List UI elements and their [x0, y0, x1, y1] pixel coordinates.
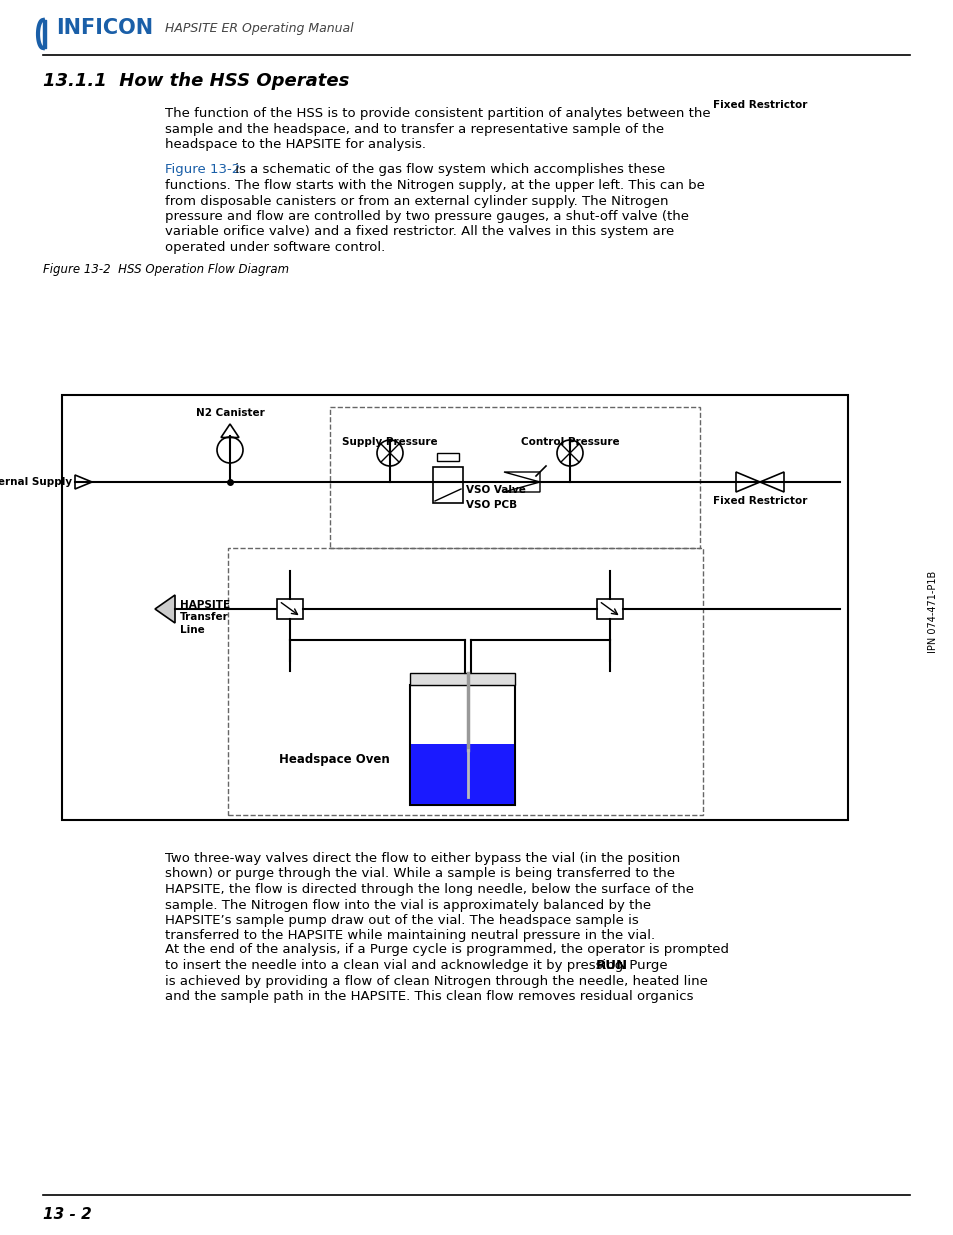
Bar [228, 548, 702, 815]
Text: RUN: RUN [596, 960, 627, 972]
Text: functions. The flow starts with the Nitrogen supply, at the upper left. This can: functions. The flow starts with the Nitr… [165, 179, 704, 191]
Text: from disposable canisters or from an external cylinder supply. The Nitrogen: from disposable canisters or from an ext… [165, 194, 668, 207]
Text: Supply Pressure: Supply Pressure [342, 437, 437, 447]
Text: variable orifice valve) and a fixed restrictor. All the valves in this system ar: variable orifice valve) and a fixed rest… [165, 226, 674, 238]
Text: HAPSITE
Transfer
Line: HAPSITE Transfer Line [180, 600, 230, 635]
Text: At the end of the analysis, if a Purge cycle is programmed, the operator is prom: At the end of the analysis, if a Purge c… [165, 944, 728, 956]
Text: headspace to the HAPSITE for analysis.: headspace to the HAPSITE for analysis. [165, 138, 426, 151]
Text: 13.1.1  How the HSS Operates: 13.1.1 How the HSS Operates [43, 72, 349, 90]
Polygon shape [154, 595, 174, 622]
Bar [433, 467, 462, 503]
Text: IPN 074-471-P1B: IPN 074-471-P1B [927, 571, 937, 653]
Text: Headspace Oven: Headspace Oven [279, 753, 390, 767]
Text: INFICON: INFICON [56, 19, 153, 38]
Text: HAPSITE ER Operating Manual: HAPSITE ER Operating Manual [165, 22, 354, 35]
Bar [62, 395, 847, 820]
Bar [410, 685, 515, 805]
Text: pressure and flow are controlled by two pressure gauges, a shut-off valve (the: pressure and flow are controlled by two … [165, 210, 688, 224]
Text: sample and the headspace, and to transfer a representative sample of the: sample and the headspace, and to transfe… [165, 122, 663, 136]
Text: Figure 13-2  HSS Operation Flow Diagram: Figure 13-2 HSS Operation Flow Diagram [43, 263, 289, 275]
Text: Fixed Restrictor: Fixed Restrictor [712, 496, 806, 506]
Text: N2 Canister: N2 Canister [195, 408, 264, 417]
Text: Two three-way valves direct the flow to either bypass the vial (in the position: Two three-way valves direct the flow to … [165, 852, 679, 864]
Text: VSO PCB: VSO PCB [465, 500, 517, 510]
Text: VSO Valve: VSO Valve [465, 485, 525, 495]
Bar [597, 599, 622, 619]
Text: HAPSITE’s sample pump draw out of the vial. The headspace sample is: HAPSITE’s sample pump draw out of the vi… [165, 914, 639, 927]
Text: Fixed Restrictor: Fixed Restrictor [712, 100, 806, 110]
Text: and the sample path in the HAPSITE. This clean flow removes residual organics: and the sample path in the HAPSITE. This… [165, 990, 693, 1003]
Text: Control Pressure: Control Pressure [520, 437, 618, 447]
Text: External Supply: External Supply [0, 477, 71, 487]
Text: HAPSITE, the flow is directed through the long needle, below the surface of the: HAPSITE, the flow is directed through th… [165, 883, 693, 897]
Text: is achieved by providing a flow of clean Nitrogen through the needle, heated lin: is achieved by providing a flow of clean… [165, 974, 707, 988]
Text: Figure 13-2: Figure 13-2 [165, 163, 240, 177]
Bar [276, 599, 303, 619]
Text: sample. The Nitrogen flow into the vial is approximately balanced by the: sample. The Nitrogen flow into the vial … [165, 899, 651, 911]
Text: The function of the HSS is to provide consistent partition of analytes between t: The function of the HSS is to provide co… [165, 107, 710, 120]
Bar [410, 673, 515, 685]
Bar [436, 453, 458, 461]
Text: is a schematic of the gas flow system which accomplishes these: is a schematic of the gas flow system wh… [231, 163, 664, 177]
Text: to insert the needle into a clean vial and acknowledge it by pressing: to insert the needle into a clean vial a… [165, 960, 627, 972]
Bar [411, 743, 514, 804]
Bar [330, 408, 700, 548]
Text: shown) or purge through the vial. While a sample is being transferred to the: shown) or purge through the vial. While … [165, 867, 675, 881]
Text: . Purge: . Purge [620, 960, 667, 972]
Text: 13 - 2: 13 - 2 [43, 1207, 91, 1221]
Text: operated under software control.: operated under software control. [165, 241, 385, 254]
Text: transferred to the HAPSITE while maintaining neutral pressure in the vial.: transferred to the HAPSITE while maintai… [165, 930, 655, 942]
